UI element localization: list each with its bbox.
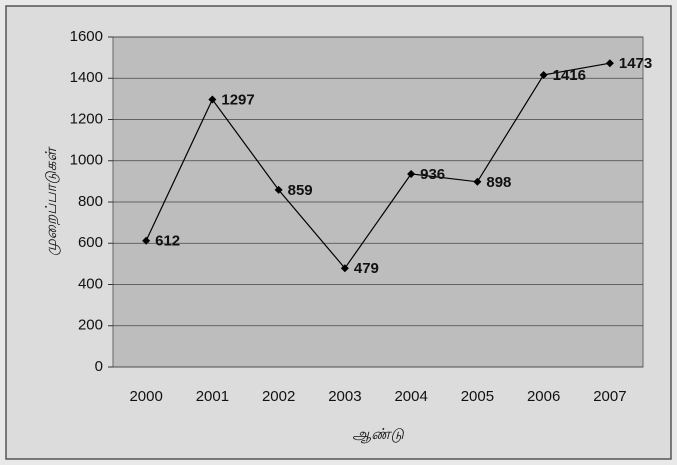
y-tick-label: 1600 bbox=[70, 28, 103, 45]
value-label: 612 bbox=[155, 233, 180, 250]
y-tick-label: 800 bbox=[78, 193, 103, 210]
y-tick-label: 600 bbox=[78, 234, 103, 251]
y-tick-label: 200 bbox=[78, 317, 103, 334]
y-tick-label: 1000 bbox=[70, 152, 103, 169]
x-tick-label: 2006 bbox=[527, 388, 560, 405]
y-tick-label: 0 bbox=[95, 358, 103, 375]
x-tick-label: 2002 bbox=[262, 388, 295, 405]
value-label: 1473 bbox=[619, 55, 652, 72]
x-tick-label: 2007 bbox=[593, 388, 626, 405]
marker bbox=[340, 264, 349, 273]
y-tick-label: 400 bbox=[78, 275, 103, 292]
marker bbox=[473, 177, 482, 186]
y-tick-label: 1400 bbox=[70, 69, 103, 86]
value-label: 936 bbox=[420, 166, 445, 183]
marker bbox=[605, 59, 614, 68]
y-tick-label: 1200 bbox=[70, 110, 103, 127]
x-tick-label: 2005 bbox=[461, 388, 494, 405]
x-tick-label: 2000 bbox=[129, 388, 162, 405]
value-label: 1416 bbox=[553, 67, 586, 84]
marker bbox=[142, 236, 151, 245]
value-label: 898 bbox=[486, 174, 511, 191]
value-label: 479 bbox=[354, 260, 379, 277]
x-tick-label: 2001 bbox=[196, 388, 229, 405]
x-axis-label: ஆண்டு bbox=[352, 426, 404, 444]
marker bbox=[274, 185, 283, 194]
line bbox=[145, 62, 610, 270]
marker bbox=[407, 169, 416, 178]
value-label: 859 bbox=[288, 182, 313, 199]
value-label: 1297 bbox=[221, 91, 254, 108]
y-axis-label: முறைப்பாடுகள் bbox=[43, 146, 61, 256]
marker bbox=[539, 70, 548, 79]
x-tick-label: 2004 bbox=[394, 388, 427, 405]
marker bbox=[208, 95, 217, 104]
x-tick-label: 2003 bbox=[328, 388, 361, 405]
